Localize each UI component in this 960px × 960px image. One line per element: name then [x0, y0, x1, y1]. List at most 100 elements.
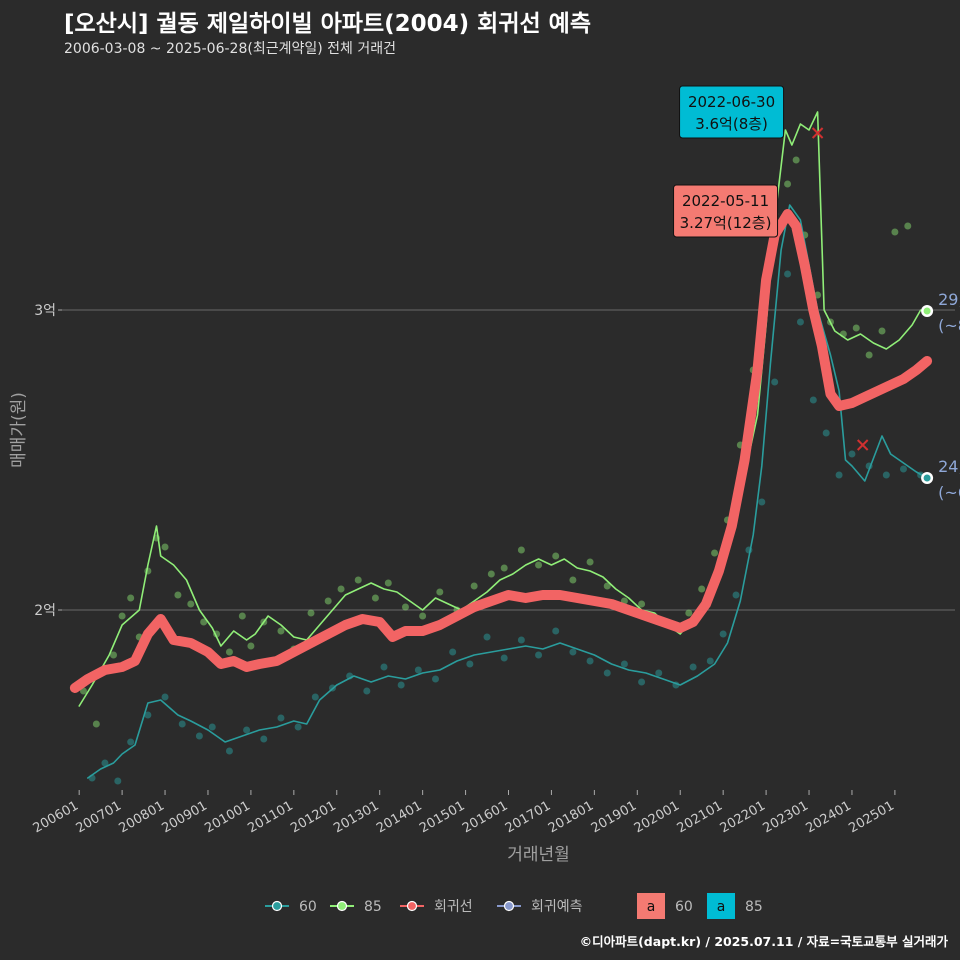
- scatter-point-60: [466, 660, 474, 668]
- scatter-point-60: [882, 471, 890, 479]
- legend-label-60: 60: [299, 899, 317, 915]
- scatter-point-60: [208, 723, 216, 731]
- x-tick-label: 202101: [675, 798, 725, 836]
- scatter-point-85: [307, 609, 315, 617]
- legend-label-fc: 회귀예측: [531, 899, 583, 915]
- x-tick-label: 202001: [632, 798, 682, 836]
- x-tick-label: 201001: [202, 798, 252, 836]
- scatter-point-60: [380, 663, 388, 671]
- legend-glyph-box85: a: [717, 899, 726, 915]
- scatter-point-85: [436, 588, 444, 596]
- legend-box-box60: [637, 893, 665, 919]
- scatter-point-60: [689, 663, 697, 671]
- scatter-point-60: [899, 465, 907, 473]
- end-point-inner: [923, 307, 931, 315]
- cross-marker: [811, 127, 824, 139]
- x-tick-label: 201401: [374, 798, 424, 836]
- scatter-point-60: [127, 738, 135, 746]
- scatter-point-85: [535, 561, 543, 569]
- scatter-point-60: [294, 723, 302, 731]
- scatter-point-85: [784, 180, 792, 188]
- scatter-point-85: [238, 612, 246, 620]
- scatter-point-85: [586, 558, 594, 566]
- scatter-point-60: [771, 378, 779, 386]
- scatter-point-60: [809, 396, 817, 404]
- annotations: 29,967 (~85㎡) 24,400 (~60㎡) 2022-06-30 3.6억(8…: [673, 85, 960, 502]
- scatter-point-85: [354, 576, 362, 584]
- x-tick-label: 200701: [74, 798, 124, 836]
- legend-point-fc: [503, 900, 515, 912]
- scatter-point-85: [698, 585, 706, 593]
- scatter-point-60: [114, 777, 122, 785]
- scatter-point-85: [225, 648, 233, 656]
- end-value-label: 29,967: [938, 290, 960, 309]
- legend: 60 85 회귀선 회귀예측 a 60 a 85: [265, 893, 763, 919]
- scatter-point-85: [552, 552, 560, 560]
- end-size-label: (~60㎡): [938, 483, 960, 502]
- scatter-point-60: [603, 669, 611, 677]
- scatter-point-60: [535, 651, 543, 659]
- scatter-point-60: [277, 714, 285, 722]
- scatter-point-60: [719, 630, 727, 638]
- annotation-date: 2022-05-11: [682, 192, 769, 210]
- annotation-value: 3.6억(8층): [695, 115, 768, 133]
- annotation-date: 2022-06-30: [688, 93, 775, 111]
- scatter-point-85: [187, 600, 195, 608]
- x-tick-label: 201501: [417, 798, 467, 836]
- y-tick-label: 3억: [34, 303, 56, 319]
- x-tick-label: 202301: [761, 798, 811, 836]
- y-tick-label: 2억: [34, 603, 56, 619]
- end-value-label: 24,400: [938, 457, 960, 476]
- annotation-value: 3.27억(12층): [680, 214, 772, 232]
- grid-lines: [62, 309, 955, 611]
- scatter-point-60: [517, 636, 525, 644]
- scatter-point-85: [500, 564, 508, 572]
- scatter-point-85: [487, 570, 495, 578]
- scatter-point-60: [225, 747, 233, 755]
- scatter-point-85: [891, 228, 899, 236]
- legend-label-box85: 85: [745, 899, 763, 915]
- legend-point-60: [271, 900, 283, 912]
- legend-point-85: [336, 900, 348, 912]
- scatter-point-60: [796, 318, 804, 326]
- scatter-point-60: [784, 270, 792, 278]
- scatter-point-60: [432, 675, 440, 683]
- scatter-point-60: [397, 681, 405, 689]
- scatter-point-60: [500, 654, 508, 662]
- scatter-point-85: [569, 576, 577, 584]
- scatter-point-85: [792, 156, 800, 164]
- scatter-point-60: [144, 711, 152, 719]
- series-line-85: [78, 111, 928, 707]
- scatter-point-85: [337, 585, 345, 593]
- scatter-point-85: [603, 582, 611, 590]
- scatter-point-60: [586, 657, 594, 665]
- x-tick-label: 200801: [117, 798, 167, 836]
- scatter-point-85: [685, 609, 693, 617]
- scatter-point-60: [260, 735, 268, 743]
- source-caption: ©디아파트(dapt.kr) / 2025.07.11 / 자료=국토교통부 실…: [579, 934, 948, 949]
- legend-label-reg: 회귀선: [434, 899, 473, 915]
- scatter-point-85: [878, 327, 886, 335]
- x-tick-label: 201101: [245, 798, 295, 836]
- end-size-label: (~85㎡): [938, 316, 960, 335]
- scatter-point-85: [118, 612, 126, 620]
- scatter-point-60: [552, 627, 560, 635]
- x-tick-label: 202201: [718, 798, 768, 836]
- scatter-point-60: [758, 498, 766, 506]
- scatter-point-85: [127, 594, 135, 602]
- scatter-point-85: [401, 603, 409, 611]
- scatter-point-85: [92, 720, 100, 728]
- scatter-point-60: [195, 732, 203, 740]
- scatter-point-85: [277, 627, 285, 635]
- legend-label-85: 85: [364, 899, 382, 915]
- annotation-box: [679, 85, 785, 139]
- scatter-point-60: [449, 648, 457, 656]
- annotation-box: [673, 184, 779, 238]
- scatter-point-85: [110, 651, 118, 659]
- scatter-point-60: [822, 429, 830, 437]
- cross-marker: [856, 439, 869, 451]
- regression-line: [69, 209, 933, 693]
- scatter-point-85: [419, 612, 427, 620]
- scatter-point-85: [852, 324, 860, 332]
